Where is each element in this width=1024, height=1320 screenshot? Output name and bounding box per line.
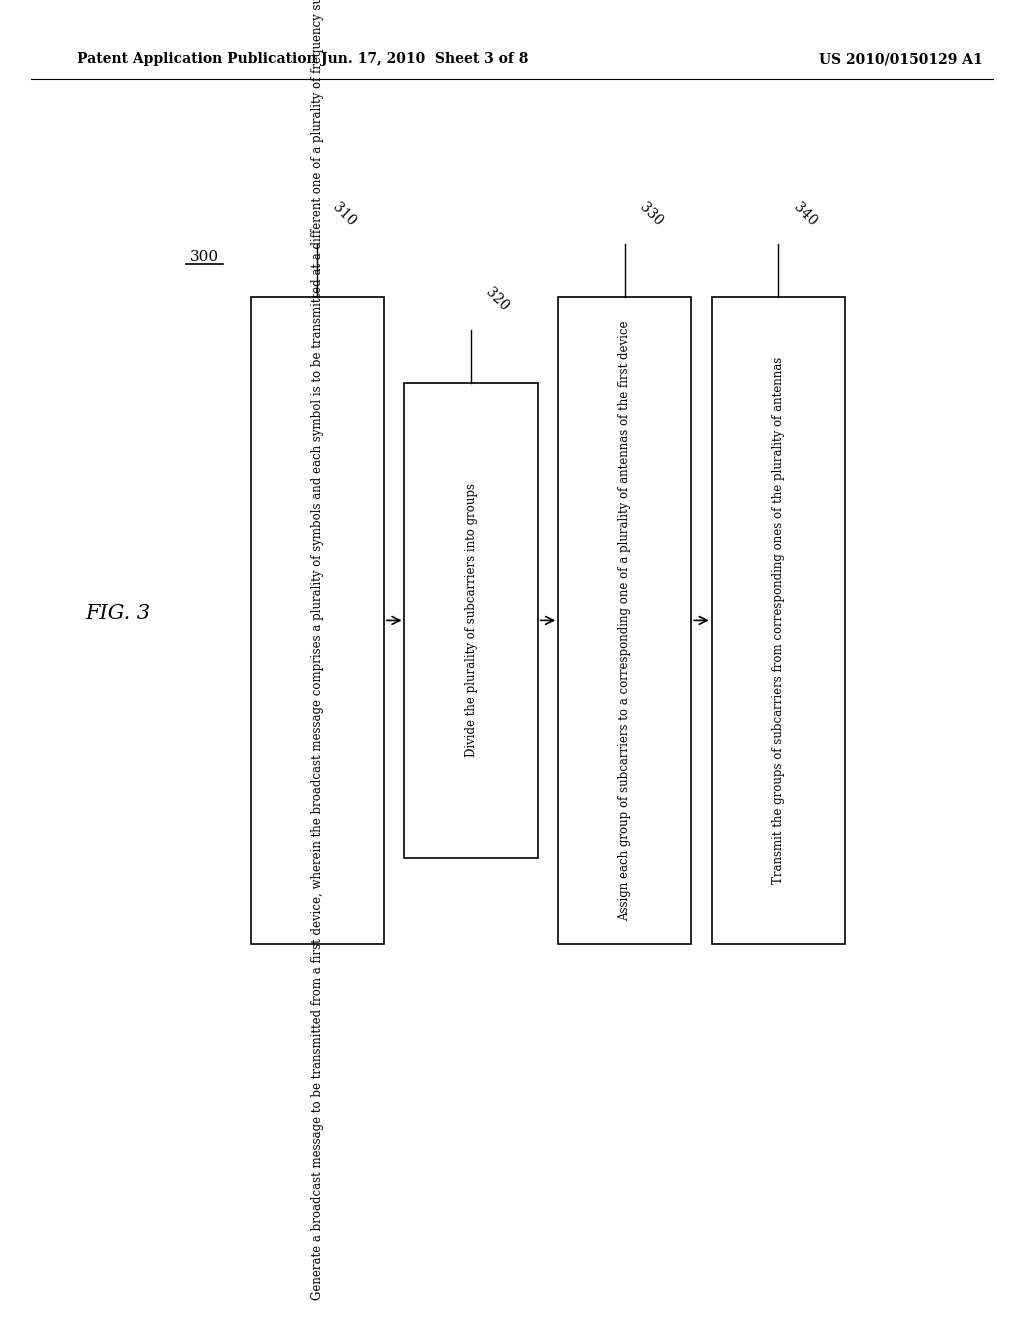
Bar xyxy=(558,297,691,944)
Text: FIG. 3: FIG. 3 xyxy=(85,605,151,623)
Text: Jun. 17, 2010  Sheet 3 of 8: Jun. 17, 2010 Sheet 3 of 8 xyxy=(322,53,528,66)
Text: Generate a broadcast message to be transmitted from a first device, wherein the : Generate a broadcast message to be trans… xyxy=(311,0,324,1300)
Text: 340: 340 xyxy=(791,199,819,228)
Text: 300: 300 xyxy=(190,249,219,264)
Text: Transmit the groups of subcarriers from corresponding ones of the plurality of a: Transmit the groups of subcarriers from … xyxy=(772,356,784,884)
Text: 330: 330 xyxy=(637,199,666,228)
Text: Patent Application Publication: Patent Application Publication xyxy=(77,53,316,66)
Text: US 2010/0150129 A1: US 2010/0150129 A1 xyxy=(819,53,983,66)
Text: Divide the plurality of subcarriers into groups: Divide the plurality of subcarriers into… xyxy=(465,483,477,758)
Text: 320: 320 xyxy=(483,285,512,314)
Bar xyxy=(251,297,384,944)
Bar xyxy=(712,297,845,944)
Text: Assign each group of subcarriers to a corresponding one of a plurality of antenn: Assign each group of subcarriers to a co… xyxy=(618,321,631,920)
Text: 310: 310 xyxy=(330,199,358,228)
Bar xyxy=(404,383,538,858)
